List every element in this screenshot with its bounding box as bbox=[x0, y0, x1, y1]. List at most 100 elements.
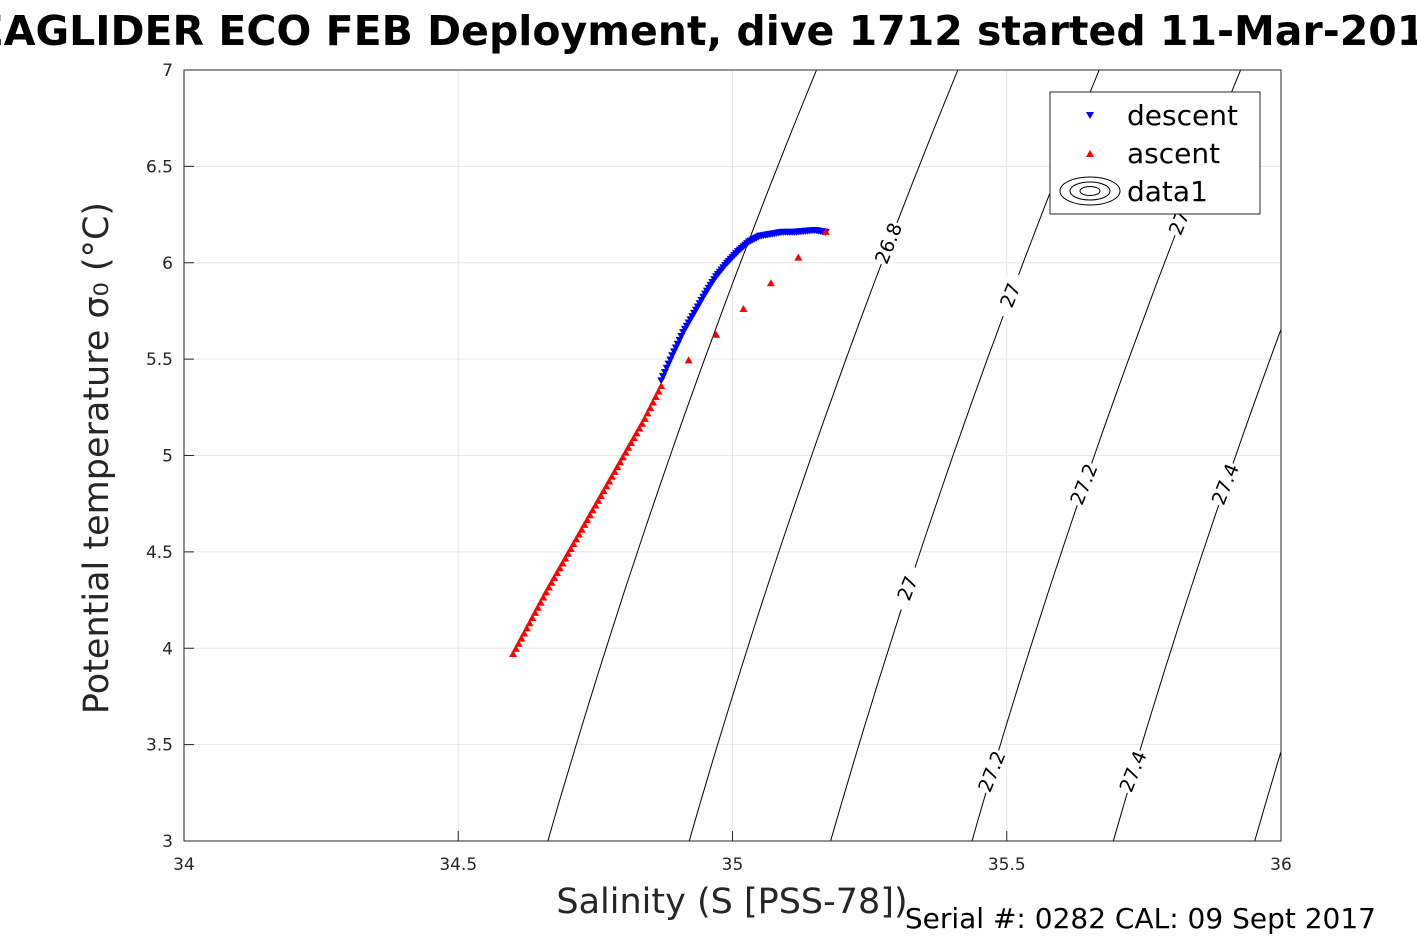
contour-label-bg bbox=[1065, 459, 1103, 509]
contour-label-bg bbox=[889, 563, 927, 614]
y-tick-label: 7 bbox=[162, 61, 173, 81]
ascent-point bbox=[569, 540, 578, 548]
ascent-point bbox=[522, 624, 531, 632]
ascent-point bbox=[739, 305, 748, 313]
ascent-point bbox=[596, 491, 605, 499]
ascent-point bbox=[574, 530, 583, 538]
legend-box bbox=[1049, 91, 1261, 215]
ascent-point bbox=[712, 330, 721, 338]
contour-icon bbox=[1059, 176, 1121, 206]
ascent-point bbox=[657, 382, 666, 390]
ascent-point bbox=[536, 598, 545, 606]
legend-item-ascent: ascent bbox=[1086, 137, 1220, 170]
ascent-point bbox=[605, 477, 614, 485]
ascent-point bbox=[624, 443, 633, 451]
ascent-point bbox=[528, 614, 537, 622]
legend-ascent-label: ascent bbox=[1127, 137, 1220, 170]
y-tick-label: 4 bbox=[162, 639, 173, 659]
legend-item-descent: descent bbox=[1086, 99, 1238, 132]
ascent-point bbox=[646, 403, 655, 411]
x-tick-label: 36 bbox=[1270, 855, 1292, 875]
x-tick-label: 35 bbox=[722, 855, 744, 875]
ascent-point bbox=[794, 253, 803, 261]
ascent-point bbox=[618, 453, 627, 461]
ascent-point bbox=[613, 463, 622, 471]
ascent-point bbox=[555, 564, 564, 572]
y-tick-label: 3 bbox=[162, 832, 173, 852]
ascent-point bbox=[643, 409, 652, 417]
y-tick-label: 6.5 bbox=[146, 157, 173, 177]
x-tick-label: 34 bbox=[173, 855, 195, 875]
ascent-point bbox=[561, 554, 570, 562]
ascent-point bbox=[616, 458, 625, 466]
legend-item-data1: data1 bbox=[1059, 175, 1208, 208]
contour-label-bg bbox=[1115, 747, 1153, 797]
ascent-point bbox=[525, 619, 534, 627]
chart-title: SEAGLIDER ECO FEB Deployment, dive 1712 … bbox=[0, 7, 1417, 55]
ascent-point bbox=[627, 438, 636, 446]
ascent-point bbox=[520, 629, 529, 637]
y-tick-label: 3.5 bbox=[146, 736, 173, 756]
ascent-point bbox=[637, 419, 646, 427]
x-tick-label: 34.5 bbox=[439, 855, 477, 875]
contour-label-bg bbox=[973, 747, 1011, 797]
legend-data1-label: data1 bbox=[1127, 175, 1208, 208]
ascent-point bbox=[599, 487, 608, 495]
density-contours bbox=[547, 70, 1281, 841]
ascent-point bbox=[610, 467, 619, 475]
ascent-point bbox=[542, 588, 551, 596]
ascent-point bbox=[654, 387, 663, 395]
x-tick-label: 35.5 bbox=[988, 855, 1026, 875]
ascent-point bbox=[640, 414, 649, 422]
ascent-point bbox=[511, 644, 520, 652]
ascent-point bbox=[648, 398, 657, 406]
ascent-point bbox=[533, 603, 542, 611]
ascent-point bbox=[580, 520, 589, 528]
ascent-point bbox=[607, 472, 616, 480]
ascent-point bbox=[585, 511, 594, 519]
ascent-point bbox=[766, 279, 775, 287]
ascent-point bbox=[563, 549, 572, 557]
ascent-point bbox=[594, 496, 603, 504]
ascent-marker-icon bbox=[1086, 150, 1094, 157]
y-axis-label: Potential temperature σ₀ (°C) bbox=[77, 202, 117, 714]
y-tick-label: 5 bbox=[162, 447, 173, 467]
ascent-point bbox=[544, 583, 553, 591]
ascent-point bbox=[651, 393, 660, 401]
ascent-point bbox=[558, 559, 567, 567]
serial-footer: Serial #: 0282 CAL: 09 Sept 2017 bbox=[905, 902, 1376, 935]
ascent-point bbox=[517, 634, 526, 642]
series-ascent bbox=[509, 227, 830, 658]
ascent-point bbox=[591, 501, 600, 509]
ascent-point bbox=[602, 482, 611, 490]
ascent-point bbox=[509, 650, 518, 658]
ascent-point bbox=[552, 569, 561, 577]
axis-ticks: 34 34.5 35 35.5 36 3 3.5 4 4.5 5 5.5 6 6.5 7 bbox=[146, 61, 1292, 875]
isopycnal-line bbox=[830, 70, 1100, 841]
ascent-point bbox=[629, 434, 638, 442]
ascent-point bbox=[821, 227, 830, 235]
ascent-point bbox=[635, 424, 644, 432]
ascent-point bbox=[588, 506, 597, 514]
ascent-point bbox=[566, 544, 575, 552]
ascent-point bbox=[550, 573, 559, 581]
data-series bbox=[509, 226, 830, 658]
contour-label-bg bbox=[870, 218, 908, 269]
y-tick-label: 6 bbox=[162, 254, 173, 274]
x-axis-label: Salinity (S [PSS-78]) bbox=[556, 882, 907, 922]
ascent-point bbox=[583, 516, 592, 524]
isopycnal-line bbox=[1112, 327, 1281, 841]
ascent-point bbox=[621, 448, 630, 456]
ascent-point bbox=[531, 608, 540, 616]
ascent-point bbox=[577, 525, 586, 533]
ascent-point bbox=[572, 535, 581, 543]
y-tick-label: 5.5 bbox=[146, 350, 173, 370]
series-descent bbox=[657, 226, 830, 385]
ascent-point bbox=[547, 578, 556, 586]
isopycnal-line bbox=[547, 70, 817, 841]
ascent-point bbox=[684, 356, 693, 364]
contour-label-bg bbox=[992, 270, 1030, 321]
y-tick-label: 4.5 bbox=[146, 543, 173, 563]
isopycnal-line bbox=[688, 70, 959, 841]
